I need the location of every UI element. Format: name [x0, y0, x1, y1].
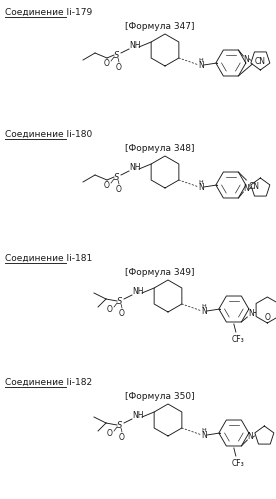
Text: N: N: [243, 54, 249, 63]
Text: N: N: [201, 431, 207, 440]
Text: CF₃: CF₃: [232, 335, 244, 344]
Text: Соединение Ii-182: Соединение Ii-182: [5, 378, 92, 387]
Text: O: O: [116, 185, 122, 194]
Text: Соединение Ii-181: Соединение Ii-181: [5, 254, 92, 263]
Text: O: O: [119, 308, 125, 317]
Text: O: O: [264, 313, 270, 322]
Text: H: H: [201, 428, 206, 433]
Text: Соединение Ii-180: Соединение Ii-180: [5, 130, 92, 139]
Text: CN: CN: [248, 182, 259, 191]
Text: CF₃: CF₃: [232, 460, 244, 469]
Text: O: O: [107, 429, 113, 438]
Text: S: S: [114, 50, 120, 59]
Text: O: O: [104, 181, 110, 190]
Text: S: S: [114, 173, 120, 182]
Text: [Формула 349]: [Формула 349]: [125, 268, 195, 277]
Text: N: N: [243, 185, 249, 194]
Text: S: S: [117, 296, 123, 305]
Text: O: O: [116, 62, 122, 71]
Text: NH: NH: [132, 286, 144, 295]
Text: S: S: [117, 421, 123, 430]
Text: N: N: [248, 309, 254, 318]
Text: NH: NH: [129, 163, 141, 172]
Text: N: N: [198, 183, 204, 192]
Text: O: O: [119, 433, 125, 442]
Text: H: H: [198, 180, 203, 185]
Text: N: N: [198, 60, 204, 69]
Text: O: O: [104, 58, 110, 67]
Text: H: H: [201, 303, 206, 308]
Text: NH: NH: [132, 411, 144, 420]
Text: Соединение Ii-179: Соединение Ii-179: [5, 8, 92, 17]
Text: H: H: [198, 57, 203, 62]
Text: [Формула 347]: [Формула 347]: [125, 22, 195, 31]
Text: N: N: [248, 433, 253, 442]
Text: [Формула 348]: [Формула 348]: [125, 144, 195, 153]
Text: CN: CN: [254, 57, 265, 66]
Text: O: O: [107, 304, 113, 313]
Text: NH: NH: [129, 40, 141, 49]
Text: [Формула 350]: [Формула 350]: [125, 392, 195, 401]
Text: N: N: [201, 306, 207, 315]
